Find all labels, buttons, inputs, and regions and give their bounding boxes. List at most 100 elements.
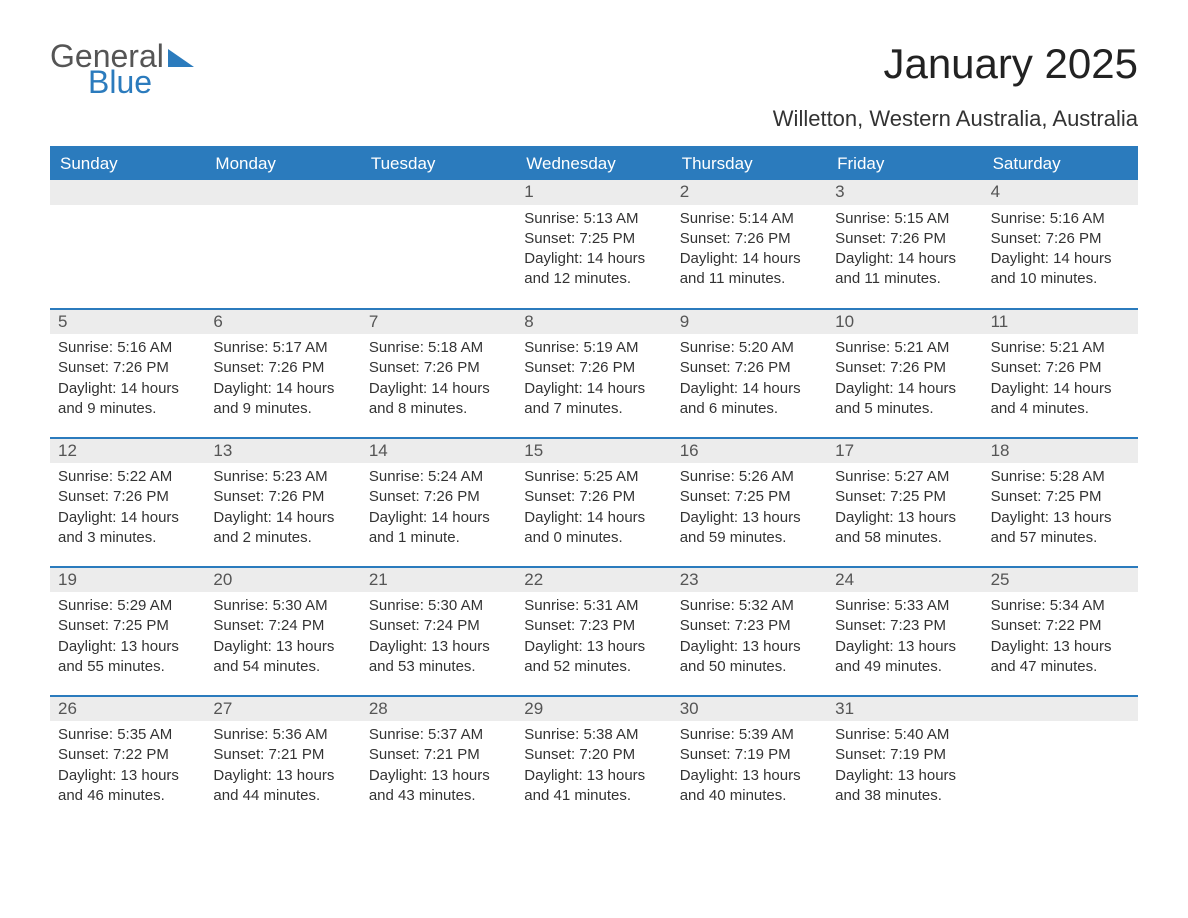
day-number: 27 — [205, 697, 360, 721]
day-body: Sunrise: 5:31 AMSunset: 7:23 PMDaylight:… — [516, 592, 671, 695]
day-line: Daylight: 13 hours and 43 minutes. — [369, 766, 508, 807]
day-body — [50, 205, 205, 309]
day-number: 15 — [516, 439, 671, 463]
day-line: Sunset: 7:26 PM — [524, 358, 663, 378]
day-line: Sunrise: 5:38 AM — [524, 725, 663, 745]
day-line: Daylight: 13 hours and 59 minutes. — [680, 508, 819, 549]
day-number: 20 — [205, 568, 360, 592]
day-line: Daylight: 13 hours and 40 minutes. — [680, 766, 819, 807]
day-body: Sunrise: 5:35 AMSunset: 7:22 PMDaylight:… — [50, 721, 205, 824]
day-line: Daylight: 13 hours and 44 minutes. — [213, 766, 352, 807]
day-line: Sunrise: 5:33 AM — [835, 596, 974, 616]
day-line: Sunset: 7:25 PM — [680, 487, 819, 507]
day-number: 6 — [205, 310, 360, 334]
day-body: Sunrise: 5:18 AMSunset: 7:26 PMDaylight:… — [361, 334, 516, 437]
day-line: Daylight: 14 hours and 0 minutes. — [524, 508, 663, 549]
day-line: Sunset: 7:21 PM — [369, 745, 508, 765]
daybody-row: Sunrise: 5:22 AMSunset: 7:26 PMDaylight:… — [50, 463, 1138, 566]
dow-header: Wednesday — [516, 148, 671, 180]
day-line: Daylight: 13 hours and 55 minutes. — [58, 637, 197, 678]
day-number — [983, 697, 1138, 721]
day-line: Daylight: 14 hours and 3 minutes. — [58, 508, 197, 549]
day-number: 21 — [361, 568, 516, 592]
day-body: Sunrise: 5:16 AMSunset: 7:26 PMDaylight:… — [50, 334, 205, 437]
day-line: Sunrise: 5:40 AM — [835, 725, 974, 745]
day-body: Sunrise: 5:27 AMSunset: 7:25 PMDaylight:… — [827, 463, 982, 566]
day-line: Daylight: 13 hours and 50 minutes. — [680, 637, 819, 678]
day-body: Sunrise: 5:17 AMSunset: 7:26 PMDaylight:… — [205, 334, 360, 437]
day-line: Sunrise: 5:23 AM — [213, 467, 352, 487]
day-line: Daylight: 14 hours and 6 minutes. — [680, 379, 819, 420]
day-body: Sunrise: 5:36 AMSunset: 7:21 PMDaylight:… — [205, 721, 360, 824]
day-body: Sunrise: 5:24 AMSunset: 7:26 PMDaylight:… — [361, 463, 516, 566]
day-line: Sunset: 7:22 PM — [991, 616, 1130, 636]
day-number: 5 — [50, 310, 205, 334]
day-line: Sunset: 7:22 PM — [58, 745, 197, 765]
day-line: Sunrise: 5:32 AM — [680, 596, 819, 616]
day-line: Sunrise: 5:22 AM — [58, 467, 197, 487]
day-body: Sunrise: 5:23 AMSunset: 7:26 PMDaylight:… — [205, 463, 360, 566]
day-body: Sunrise: 5:20 AMSunset: 7:26 PMDaylight:… — [672, 334, 827, 437]
day-line: Daylight: 14 hours and 9 minutes. — [58, 379, 197, 420]
day-line: Daylight: 14 hours and 1 minute. — [369, 508, 508, 549]
day-line: Daylight: 14 hours and 5 minutes. — [835, 379, 974, 420]
dow-header: Thursday — [672, 148, 827, 180]
dow-header: Sunday — [50, 148, 205, 180]
dow-header: Tuesday — [361, 148, 516, 180]
day-body: Sunrise: 5:38 AMSunset: 7:20 PMDaylight:… — [516, 721, 671, 824]
day-number: 23 — [672, 568, 827, 592]
day-line: Sunrise: 5:26 AM — [680, 467, 819, 487]
dow-header: Monday — [205, 148, 360, 180]
day-number: 26 — [50, 697, 205, 721]
day-body: Sunrise: 5:19 AMSunset: 7:26 PMDaylight:… — [516, 334, 671, 437]
day-number — [205, 180, 360, 205]
day-body — [361, 205, 516, 309]
day-line: Sunset: 7:26 PM — [369, 358, 508, 378]
day-line: Daylight: 14 hours and 4 minutes. — [991, 379, 1130, 420]
day-line: Sunset: 7:26 PM — [835, 229, 974, 249]
day-number: 31 — [827, 697, 982, 721]
week-row: 567891011Sunrise: 5:16 AMSunset: 7:26 PM… — [50, 308, 1138, 437]
day-line: Sunset: 7:23 PM — [680, 616, 819, 636]
day-line: Sunset: 7:26 PM — [369, 487, 508, 507]
day-line: Daylight: 14 hours and 7 minutes. — [524, 379, 663, 420]
day-line: Sunrise: 5:25 AM — [524, 467, 663, 487]
daynum-row: 19202122232425 — [50, 568, 1138, 592]
brand-part2: Blue — [88, 66, 232, 98]
day-line: Daylight: 13 hours and 53 minutes. — [369, 637, 508, 678]
day-line: Sunrise: 5:39 AM — [680, 725, 819, 745]
day-number: 2 — [672, 180, 827, 205]
day-line: Sunrise: 5:21 AM — [991, 338, 1130, 358]
day-body: Sunrise: 5:13 AMSunset: 7:25 PMDaylight:… — [516, 205, 671, 309]
day-line: Daylight: 13 hours and 46 minutes. — [58, 766, 197, 807]
day-line: Sunset: 7:26 PM — [991, 358, 1130, 378]
day-line: Daylight: 14 hours and 8 minutes. — [369, 379, 508, 420]
day-line: Sunrise: 5:19 AM — [524, 338, 663, 358]
day-body: Sunrise: 5:21 AMSunset: 7:26 PMDaylight:… — [983, 334, 1138, 437]
day-line: Daylight: 14 hours and 10 minutes. — [991, 249, 1130, 290]
daynum-row: 262728293031 — [50, 697, 1138, 721]
day-line: Sunrise: 5:29 AM — [58, 596, 197, 616]
day-body: Sunrise: 5:39 AMSunset: 7:19 PMDaylight:… — [672, 721, 827, 824]
logo-triangle-icon — [168, 49, 194, 67]
day-body: Sunrise: 5:37 AMSunset: 7:21 PMDaylight:… — [361, 721, 516, 824]
day-number: 18 — [983, 439, 1138, 463]
day-body: Sunrise: 5:14 AMSunset: 7:26 PMDaylight:… — [672, 205, 827, 309]
day-line: Sunset: 7:25 PM — [835, 487, 974, 507]
day-line: Sunrise: 5:18 AM — [369, 338, 508, 358]
title-block: January 2025 Willetton, Western Australi… — [773, 40, 1138, 132]
day-number: 22 — [516, 568, 671, 592]
day-line: Sunrise: 5:20 AM — [680, 338, 819, 358]
day-number: 29 — [516, 697, 671, 721]
week-row: 19202122232425 Sunrise: 5:29 AM Sunset: 7:… — [50, 566, 1138, 695]
day-number: 19 — [50, 568, 205, 592]
day-number: 30 — [672, 697, 827, 721]
dow-header-row: SundayMondayTuesdayWednesdayThursdayFrid… — [50, 148, 1138, 180]
day-number — [50, 180, 205, 205]
day-body: Sunrise: 5:21 AMSunset: 7:26 PMDaylight:… — [827, 334, 982, 437]
day-line: Sunrise: 5:31 AM — [524, 596, 663, 616]
day-body: Sunrise: 5:30 AMSunset: 7:24 PMDaylight:… — [205, 592, 360, 695]
day-number: 13 — [205, 439, 360, 463]
month-title: January 2025 — [773, 40, 1138, 88]
day-number: 24 — [827, 568, 982, 592]
